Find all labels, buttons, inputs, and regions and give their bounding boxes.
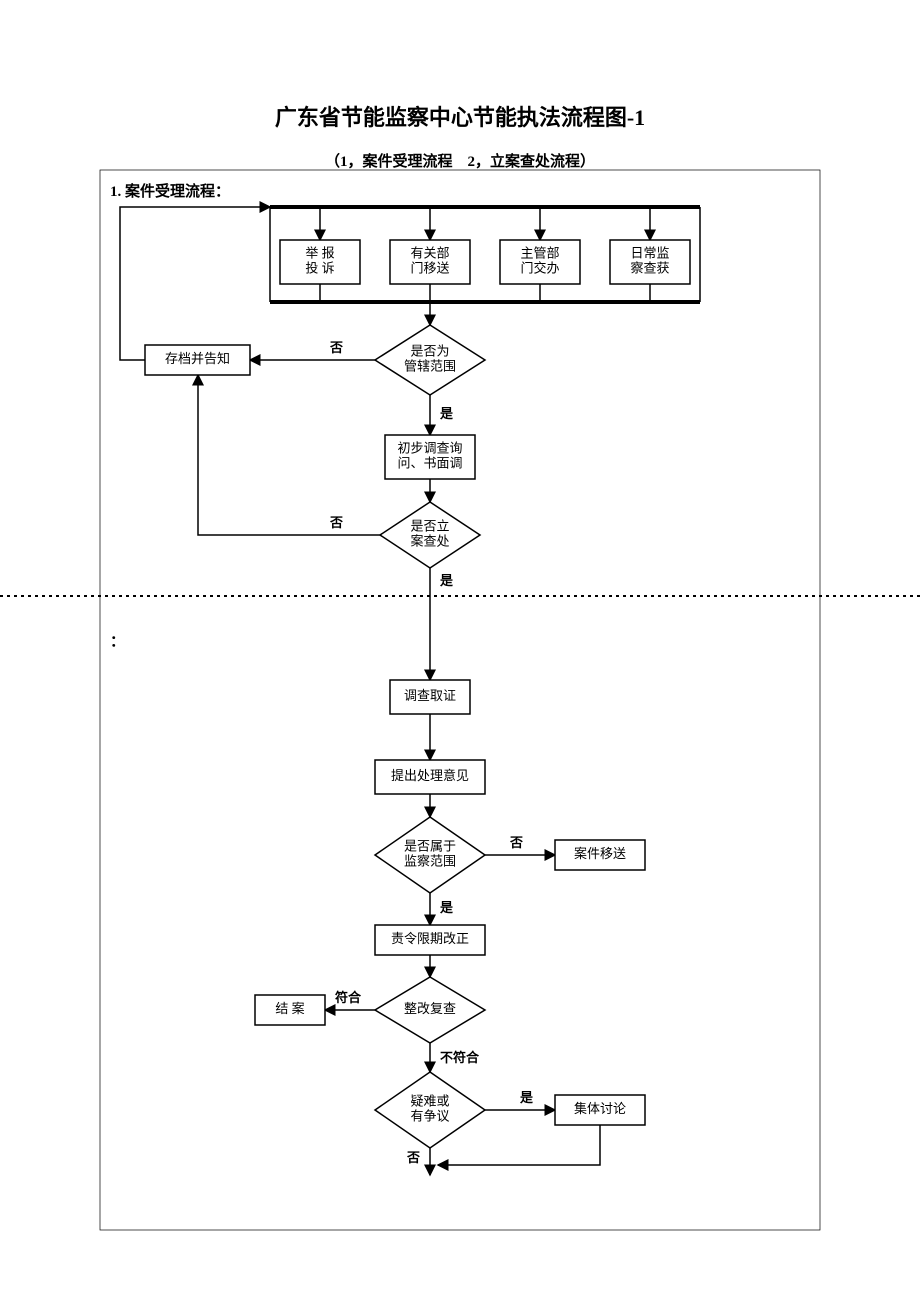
node-text: 案件移送: [574, 846, 626, 861]
node-text: 疑难或: [410, 1093, 449, 1108]
flow-bar: [270, 300, 700, 304]
node-text: 门移送: [410, 260, 449, 275]
node-text: 有争议: [410, 1108, 449, 1123]
node-text: 是否属于: [404, 838, 456, 853]
node-text: 有关部: [410, 245, 449, 260]
edge-label: 是: [439, 900, 454, 915]
node-text: 举 报: [305, 245, 334, 260]
node-text: 责令限期改正: [391, 931, 469, 946]
node-text: 察查获: [630, 260, 669, 275]
edge-label: 否: [406, 1150, 420, 1165]
node-text: 是否为: [410, 343, 449, 358]
edge-label: 符合: [335, 990, 362, 1005]
edge: [438, 1125, 600, 1165]
flow-bar: [270, 205, 700, 209]
node-text: 提出处理意见: [391, 768, 469, 783]
edge: [198, 375, 380, 535]
node-text: 监察范围: [404, 853, 456, 868]
flowchart-canvas: 否是否是否是符合不符合是否举 报投 诉有关部门移送主管部门交办日常监察查获是否为…: [0, 0, 920, 1302]
node-text: 投 诉: [305, 260, 334, 275]
node-text: 管辖范围: [404, 358, 456, 373]
node-text: 是否立: [410, 518, 449, 533]
node-text: 案查处: [410, 533, 449, 548]
edge-label: 否: [509, 835, 523, 850]
page: 广东省节能监察中心节能执法流程图-1 （1，案件受理流程 2，立案查处流程） 1…: [0, 0, 920, 1302]
edge-label: 不符合: [440, 1050, 480, 1065]
node-text: 调查取证: [404, 688, 456, 703]
node-text: 门交办: [520, 260, 559, 275]
node-text: 整改复查: [404, 1001, 456, 1016]
edge-label: 是: [519, 1090, 534, 1105]
edge-label: 否: [329, 515, 343, 530]
node-text: 主管部: [520, 245, 559, 260]
edge: [120, 207, 270, 360]
edge-label: 否: [329, 340, 343, 355]
edge-label: 是: [439, 573, 454, 588]
edge-label: 是: [439, 406, 454, 421]
node-text: 集体讨论: [574, 1101, 626, 1116]
node-text: 日常监: [630, 245, 669, 260]
node-text: 存档并告知: [165, 351, 230, 366]
node-text: 问、书面调: [397, 455, 462, 470]
node-text: 初步调查询: [397, 440, 462, 455]
node-text: 结 案: [275, 1001, 304, 1016]
